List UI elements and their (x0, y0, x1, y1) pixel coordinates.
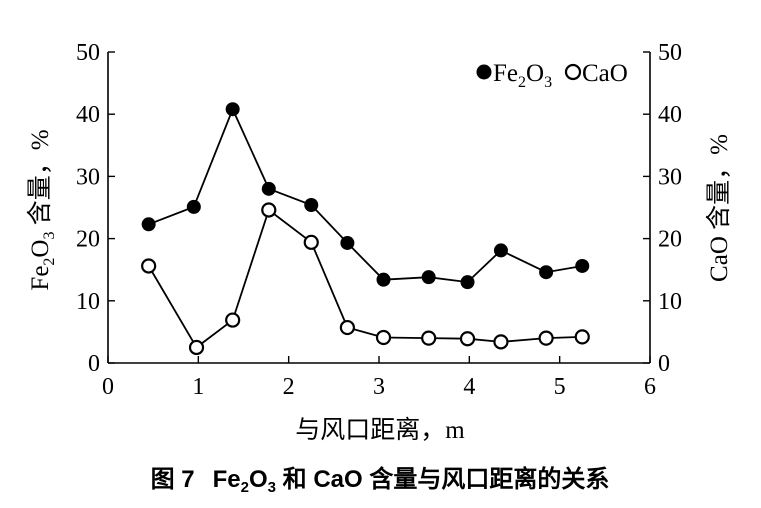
data-point-cao (225, 312, 241, 328)
y-tick-label-left: 0 (88, 351, 100, 377)
series-layer (141, 102, 590, 356)
figure-caption: 图 7 Fe2O3 和 CaO 含量与风口距离的关系 (151, 465, 610, 496)
data-point-fe2o3 (493, 243, 508, 258)
data-point-cao (375, 329, 392, 346)
y-tick-label-left: 10 (76, 289, 100, 315)
legend-label-cao: CaO (582, 60, 628, 87)
y-tick-label-right: 20 (658, 227, 682, 253)
legend-label-fe2o3: Fe2O3 (493, 60, 552, 91)
series-line-fe2o3 (148, 106, 583, 284)
y-tick-label-right: 10 (658, 289, 682, 315)
y-tick-label-right: 50 (658, 40, 682, 66)
y-tick-label-left: 40 (76, 102, 100, 128)
data-point-fe2o3 (575, 258, 590, 273)
data-point-fe2o3 (186, 199, 201, 214)
y-axis-title-right: CaO 含量，% (705, 134, 733, 282)
y-axis-title-left: Fe2O3 含量，% (26, 129, 58, 290)
data-point-cao (141, 258, 157, 274)
data-point-cao (188, 339, 205, 356)
x-tick-label: 6 (644, 374, 656, 400)
data-point-fe2o3 (376, 272, 391, 287)
data-point-fe2o3 (460, 275, 475, 290)
data-point-fe2o3 (261, 181, 276, 196)
data-point-fe2o3 (225, 102, 240, 117)
legend-marker-fe2o3 (476, 64, 492, 80)
series-line-cao (147, 208, 583, 349)
data-point-cao (574, 329, 590, 345)
data-point-fe2o3 (539, 265, 554, 280)
data-point-cao (303, 234, 319, 250)
data-point-cao (261, 202, 277, 218)
data-point-fe2o3 (304, 198, 319, 213)
legend-marker-cao (564, 63, 582, 81)
y-tick-label-right: 40 (658, 102, 682, 128)
data-point-fe2o3 (421, 270, 436, 285)
data-point-cao (459, 331, 476, 347)
data-point-cao (339, 319, 355, 336)
x-tick-label: 3 (373, 374, 385, 400)
x-tick-label: 2 (283, 374, 295, 400)
data-point-cao (421, 330, 437, 346)
x-tick-label: 0 (102, 374, 114, 400)
x-tick-label: 4 (463, 374, 475, 400)
x-tick-label: 5 (554, 374, 566, 400)
y-tick-label-right: 30 (658, 164, 682, 190)
x-axis-title: 与风口距离，m (295, 416, 465, 444)
y-tick-label-left: 50 (76, 40, 100, 66)
y-tick-label-left: 20 (76, 227, 100, 253)
y-tick-label-right: 0 (658, 351, 670, 377)
data-point-fe2o3 (340, 235, 355, 250)
data-point-cao (493, 334, 509, 350)
y-tick-label-left: 30 (76, 164, 100, 190)
legend: Fe2O3 CaO (476, 60, 628, 91)
data-point-cao (538, 330, 554, 346)
data-point-fe2o3 (141, 217, 156, 232)
x-tick-label: 1 (192, 374, 204, 400)
